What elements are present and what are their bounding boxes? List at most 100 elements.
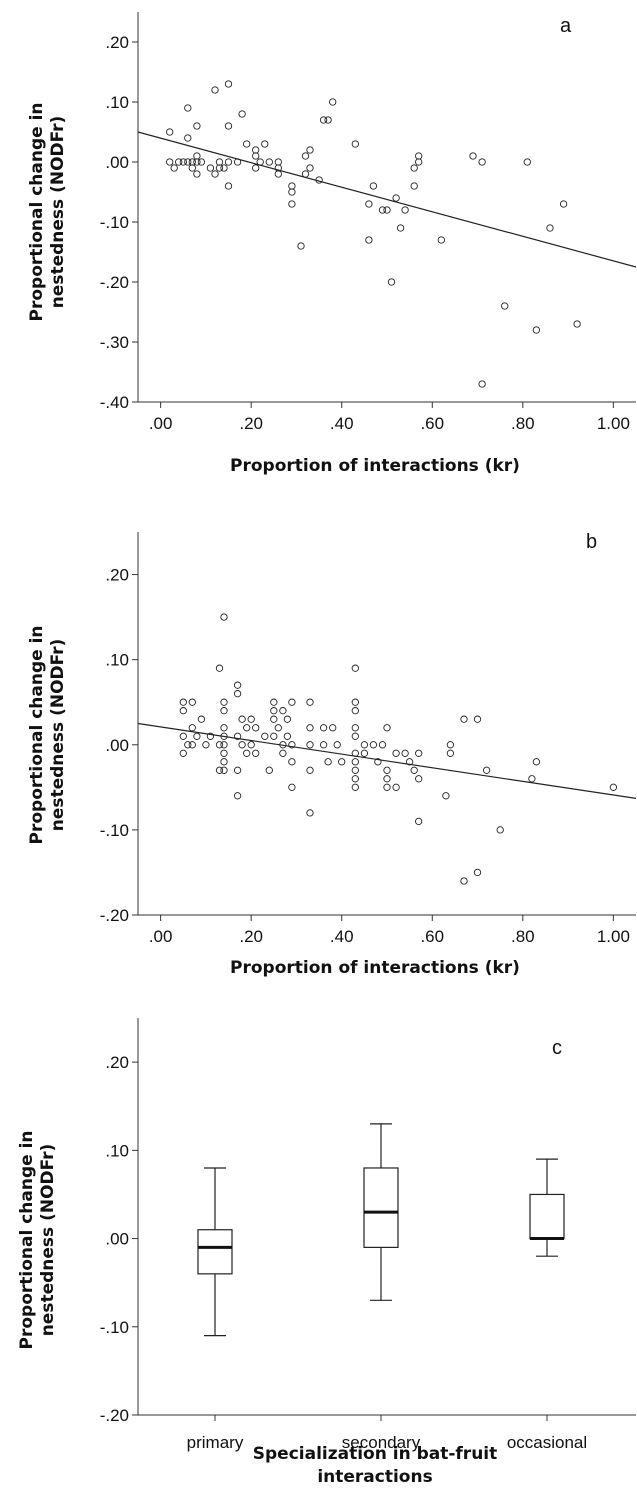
panel-c-xlabel-line2: interactions — [317, 1467, 432, 1487]
data-point — [224, 122, 233, 130]
data-point — [261, 732, 269, 740]
panel-c-letter: c — [552, 1037, 562, 1059]
data-point — [523, 158, 531, 166]
data-point — [193, 158, 201, 166]
data-point — [351, 766, 359, 774]
data-point — [469, 152, 477, 160]
data-point — [415, 152, 423, 160]
data-point — [288, 758, 296, 766]
data-point — [220, 766, 228, 774]
data-point — [283, 715, 292, 723]
x-tick-label: 1.00 — [597, 927, 630, 946]
data-point — [383, 766, 391, 774]
panel-a-letter: a — [560, 15, 572, 37]
y-tick-label: .00 — [105, 153, 129, 172]
data-point — [166, 128, 174, 136]
data-point — [233, 766, 242, 774]
panel-c-ylabel-line2: nestedness (NODFr) — [38, 1144, 58, 1337]
data-point — [252, 164, 260, 172]
y-tick-label: .10 — [105, 1141, 129, 1160]
panel-a-ylabel-line2: nestedness (NODFr) — [48, 116, 68, 309]
data-point — [233, 732, 242, 740]
data-point — [306, 809, 314, 817]
data-point — [197, 158, 206, 166]
data-point — [297, 242, 305, 250]
data-point — [215, 766, 224, 774]
data-point — [252, 152, 260, 160]
data-point — [319, 741, 328, 749]
data-point — [415, 817, 423, 826]
data-point — [405, 758, 414, 766]
data-point — [410, 182, 418, 190]
data-point — [437, 236, 445, 244]
y-tick-label: -.10 — [100, 821, 129, 840]
data-point — [392, 749, 400, 757]
data-point — [188, 741, 196, 749]
data-point — [179, 158, 187, 166]
data-point — [482, 766, 491, 774]
data-point — [415, 158, 423, 166]
data-point — [270, 732, 278, 740]
data-point — [351, 758, 359, 766]
data-point — [383, 783, 391, 791]
data-point — [184, 741, 192, 749]
x-tick-label: .00 — [149, 414, 173, 433]
data-point — [224, 80, 233, 88]
data-point — [319, 724, 328, 732]
data-point — [306, 698, 314, 706]
data-point — [288, 200, 296, 208]
data-point — [202, 741, 210, 749]
data-point — [188, 698, 196, 706]
data-point — [247, 741, 255, 749]
y-tick-label: -.20 — [100, 906, 129, 925]
data-point — [220, 707, 228, 715]
data-point — [220, 613, 228, 621]
data-point — [252, 146, 260, 154]
data-point — [166, 158, 174, 166]
data-point — [306, 146, 314, 154]
panel-b-ylabel-line2: nestedness (NODFr) — [48, 639, 68, 832]
data-point — [179, 707, 187, 715]
data-point — [401, 206, 409, 214]
data-point — [197, 715, 206, 723]
x-tick-label: .40 — [330, 414, 354, 433]
data-point — [442, 792, 450, 800]
data-point — [351, 698, 359, 706]
panel-b-chart: b Proportional change in nestedness (NOD… — [27, 531, 637, 978]
data-point — [369, 182, 378, 190]
x-tick-label: .60 — [420, 414, 444, 433]
panel-c-chart: c Proportional change in nestedness (NOD… — [17, 1018, 636, 1487]
data-point — [238, 715, 246, 723]
data-point — [351, 724, 359, 732]
data-point — [478, 380, 486, 388]
data-point — [283, 732, 292, 740]
data-point — [238, 741, 246, 749]
data-point — [351, 140, 359, 148]
data-point — [270, 698, 278, 706]
y-tick-label: .10 — [105, 651, 129, 670]
data-point — [446, 741, 455, 749]
y-tick-label: -.30 — [100, 333, 129, 352]
data-point — [288, 741, 296, 749]
panel-a-chart: a Proportional change in nestedness (NOD… — [27, 12, 637, 476]
data-point — [279, 749, 287, 757]
data-point — [324, 758, 332, 766]
data-point — [288, 188, 296, 196]
data-point — [233, 690, 242, 698]
data-point — [265, 766, 273, 774]
y-tick-label: .20 — [105, 1053, 129, 1072]
data-point — [206, 732, 215, 740]
y-tick-label: .20 — [105, 566, 129, 585]
data-point — [374, 758, 382, 766]
data-point — [279, 707, 287, 715]
data-point — [220, 698, 228, 706]
data-point — [247, 715, 255, 723]
data-point — [288, 182, 296, 190]
data-point — [324, 116, 332, 124]
data-point — [306, 164, 314, 172]
x-tick-label: .00 — [149, 927, 173, 946]
data-point — [238, 110, 246, 118]
data-point — [396, 224, 405, 232]
data-point — [609, 783, 618, 791]
